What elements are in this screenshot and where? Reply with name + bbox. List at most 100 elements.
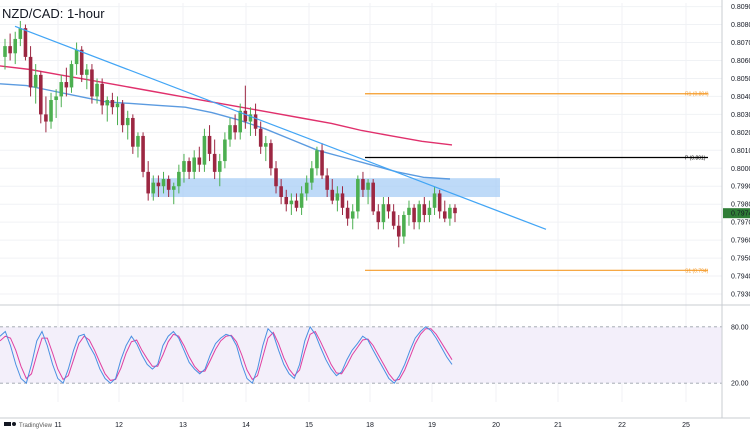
x-tick-label: 14 — [242, 422, 250, 429]
candle-body — [264, 143, 268, 147]
candle-body — [248, 114, 253, 122]
candle-body — [371, 182, 375, 212]
candle-body — [33, 74, 38, 88]
candle — [371, 179, 375, 215]
candle-body — [422, 204, 427, 215]
candle — [284, 189, 289, 212]
y-tick-label: 0.80100 — [731, 148, 750, 155]
x-tick-label: 21 — [554, 422, 562, 429]
stoch-k-line — [0, 325, 453, 385]
candle — [315, 146, 319, 176]
y-tick-label: 0.80200 — [731, 130, 750, 137]
candle-body — [136, 135, 140, 147]
candle — [49, 92, 53, 129]
candle — [391, 204, 396, 230]
candle-body — [39, 74, 43, 115]
candle — [299, 186, 304, 215]
candle — [115, 96, 120, 126]
candle-body — [85, 69, 89, 75]
candle-body — [356, 179, 360, 212]
price-tag — [723, 208, 750, 219]
candle — [146, 161, 150, 201]
y-tick-label: 0.79300 — [731, 292, 750, 299]
candle — [161, 171, 166, 194]
candle — [64, 67, 69, 97]
candle-body — [166, 179, 171, 190]
candle-body — [131, 117, 135, 147]
candle-body — [161, 179, 166, 187]
candle — [340, 186, 345, 215]
downtrend-line — [14, 25, 547, 230]
candle-body — [187, 161, 191, 172]
candle-body — [361, 179, 365, 190]
candle-body — [197, 157, 202, 165]
candle — [28, 46, 33, 97]
candle-body — [350, 211, 355, 219]
candle-body — [59, 82, 64, 97]
candle — [330, 179, 335, 205]
x-tick-label: 11 — [54, 422, 61, 429]
y-tick-label: 0.80400 — [731, 94, 750, 101]
candle-body — [233, 125, 237, 133]
candle-body — [223, 139, 227, 162]
y-tick-label: 0.80600 — [731, 58, 750, 65]
x-tick-label: 25 — [682, 422, 690, 429]
candle-body — [294, 200, 299, 208]
candle-body — [100, 83, 104, 106]
candle-body — [330, 189, 335, 201]
candle-body — [90, 69, 94, 97]
candle-body — [407, 207, 411, 215]
candle — [386, 197, 391, 219]
candle — [110, 92, 115, 115]
candle — [269, 139, 273, 176]
x-tick-label: 22 — [618, 422, 626, 429]
candle-body — [386, 204, 391, 212]
candle-body — [269, 143, 273, 169]
candle — [85, 64, 89, 90]
candle — [18, 20, 23, 47]
candle — [253, 103, 258, 136]
candle-body — [217, 161, 222, 172]
stoch-lower-label: 20.00 — [731, 381, 749, 388]
candle-body — [315, 150, 319, 169]
candle — [366, 179, 370, 205]
candle-body — [299, 193, 304, 208]
y-tick-label: 0.80800 — [731, 22, 750, 29]
candle — [325, 168, 329, 198]
candle — [105, 96, 110, 122]
candle — [274, 161, 278, 194]
candle — [289, 193, 294, 215]
candle — [407, 200, 411, 226]
candle-body — [69, 64, 74, 88]
candle — [125, 110, 130, 140]
y-tick-label: 0.79900 — [731, 184, 750, 191]
trend-layer — [14, 25, 547, 230]
candle-body — [396, 225, 401, 237]
candle — [33, 64, 38, 104]
candle — [238, 103, 243, 140]
candle-body — [258, 128, 263, 147]
candle-body — [442, 211, 447, 219]
candle-body — [325, 175, 329, 190]
x-tick-label: 20 — [492, 422, 500, 429]
candle-body — [437, 193, 442, 212]
y-tick-label: 0.80900 — [731, 4, 750, 11]
candle — [131, 114, 135, 154]
x-tick-label: 18 — [366, 422, 374, 429]
x-tick-label: 19 — [428, 422, 436, 429]
y-tick-label: 0.80000 — [731, 166, 750, 173]
candle — [156, 175, 161, 198]
candle-body — [13, 38, 18, 54]
candle-body — [115, 103, 120, 108]
candle — [310, 161, 314, 190]
candle-body — [274, 168, 278, 187]
candle-layer — [3, 20, 457, 248]
candle-body — [427, 207, 432, 215]
candle — [381, 197, 386, 230]
candle-body — [417, 204, 421, 223]
candle-body — [304, 182, 309, 194]
candle-body — [335, 193, 340, 201]
candle-body — [18, 28, 23, 39]
candle-body — [74, 49, 79, 65]
